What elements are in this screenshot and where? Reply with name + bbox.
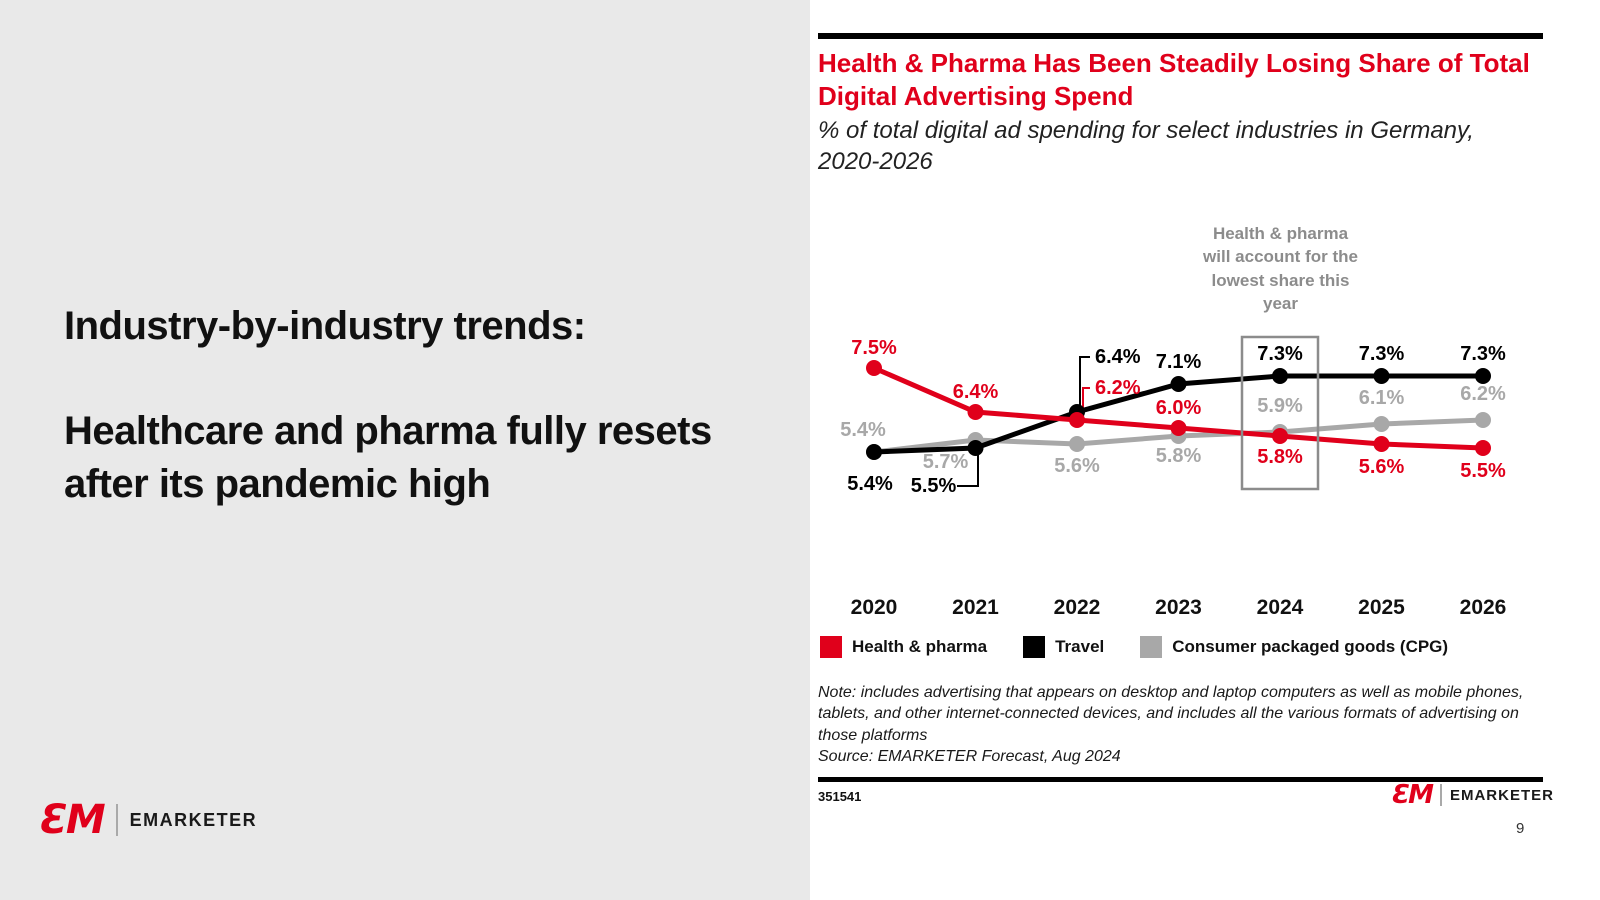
svg-text:2026: 2026 xyxy=(1460,596,1507,619)
legend-swatch-cpg xyxy=(1140,636,1163,658)
svg-text:6.2%: 6.2% xyxy=(1460,383,1506,405)
chart-legend: Health & pharma Travel Consumer packaged… xyxy=(820,636,1547,658)
chart-title: Health & Pharma Has Been Steadily Losing… xyxy=(818,48,1530,112)
svg-text:5.4%: 5.4% xyxy=(847,473,893,495)
emarketer-logo-icon: ƐM xyxy=(40,797,106,843)
page-number: 9 xyxy=(1516,820,1525,837)
logo-divider xyxy=(115,804,118,836)
left-panel: Industry-by-industry trends: Healthcare … xyxy=(0,0,810,900)
legend-label-travel: Travel xyxy=(1055,637,1105,656)
labels-Health & pharma: 7.5% 6.4% 6.2% 6.0% 5.8% 5.6% 5.5% xyxy=(851,337,1506,482)
legend-item-cpg: Consumer packaged goods (CPG) xyxy=(1140,636,1448,658)
svg-text:2024: 2024 xyxy=(1257,596,1304,619)
emarketer-wordmark: EMARKETER xyxy=(129,809,258,830)
svg-text:6.0%: 6.0% xyxy=(1156,397,1202,419)
chart-subtitle: % of total digital ad spending for selec… xyxy=(818,117,1474,176)
svg-text:2021: 2021 xyxy=(952,596,999,619)
labels-Consumer packaged goods (CPG): 5.4% 5.7% 5.6% 5.8% 5.9% 6.1% 6.2% xyxy=(840,383,1506,477)
svg-text:2023: 2023 xyxy=(1155,596,1202,619)
slide-headline: Industry-by-industry trends: Healthcare … xyxy=(64,300,719,510)
series-Travel xyxy=(866,368,1491,460)
series-Health & pharma xyxy=(866,360,1491,456)
source-text: Source: EMARKETER Forecast, Aug 2024 xyxy=(818,747,1121,765)
legend-item-travel: Travel xyxy=(1023,636,1104,658)
emarketer-footer-wordmark: EMARKETER xyxy=(1449,786,1554,804)
bottom-rule xyxy=(818,777,1543,782)
svg-text:5.4%: 5.4% xyxy=(840,419,886,441)
svg-text:5.6%: 5.6% xyxy=(1359,456,1405,478)
emarketer-footer-logo-icon: ƐM xyxy=(1392,780,1434,810)
svg-text:5.5%: 5.5% xyxy=(911,475,957,497)
legend-item-health-pharma: Health & pharma xyxy=(820,636,987,658)
svg-text:7.3%: 7.3% xyxy=(1257,343,1303,365)
labels-Travel: 5.4% 5.5% 6.4% 7.1% 7.3% 7.3% 7.3% xyxy=(847,343,1506,497)
headline-intro: Industry-by-industry trends: xyxy=(64,304,586,348)
highlight-box xyxy=(1240,335,1320,491)
svg-text:7.5%: 7.5% xyxy=(851,337,897,359)
svg-text:2022: 2022 xyxy=(1054,596,1101,619)
footer-logo-divider xyxy=(1439,784,1442,806)
legend-label-cpg: Consumer packaged goods (CPG) xyxy=(1172,637,1449,656)
svg-text:7.3%: 7.3% xyxy=(1460,343,1506,365)
chart-notes: Note: includes advertising that appears … xyxy=(818,682,1546,767)
svg-text:5.8%: 5.8% xyxy=(1257,446,1303,468)
emarketer-logo: ƐM EMARKETER xyxy=(40,800,257,840)
top-rule xyxy=(818,33,1543,39)
svg-text:5.8%: 5.8% xyxy=(1156,445,1202,467)
svg-text:5.5%: 5.5% xyxy=(1460,460,1506,482)
svg-text:6.4%: 6.4% xyxy=(953,381,999,403)
svg-text:7.3%: 7.3% xyxy=(1359,343,1405,365)
svg-text:6.4%: 6.4% xyxy=(1095,346,1141,368)
svg-text:7.1%: 7.1% xyxy=(1156,351,1202,373)
svg-text:6.2%: 6.2% xyxy=(1095,377,1141,399)
emarketer-footer-logo: ƐM EMARKETER xyxy=(1392,782,1554,808)
trend-chart: 7.5% 6.4% 6.2% 6.0% 5.8% 5.6% 5.5% 5.4% 5.5% 6.4%… xyxy=(840,335,1507,619)
legend-swatch-health-pharma xyxy=(820,636,842,658)
svg-text:5.6%: 5.6% xyxy=(1054,455,1100,477)
svg-text:5.7%: 5.7% xyxy=(923,451,969,473)
svg-text:2025: 2025 xyxy=(1358,596,1405,619)
note-text: Note: includes advertising that appears … xyxy=(818,684,1524,744)
legend-swatch-travel xyxy=(1023,636,1046,658)
legend-label-health-pharma: Health & pharma xyxy=(852,637,988,656)
headline-main: Healthcare and pharma fully resets after… xyxy=(64,408,712,506)
chart-annotation: Health & pharma will account for the low… xyxy=(1203,224,1358,314)
svg-text:5.9%: 5.9% xyxy=(1257,395,1303,417)
chart-id: 351541 xyxy=(818,789,862,804)
svg-text:6.1%: 6.1% xyxy=(1359,387,1405,409)
svg-text:2020: 2020 xyxy=(851,596,898,619)
